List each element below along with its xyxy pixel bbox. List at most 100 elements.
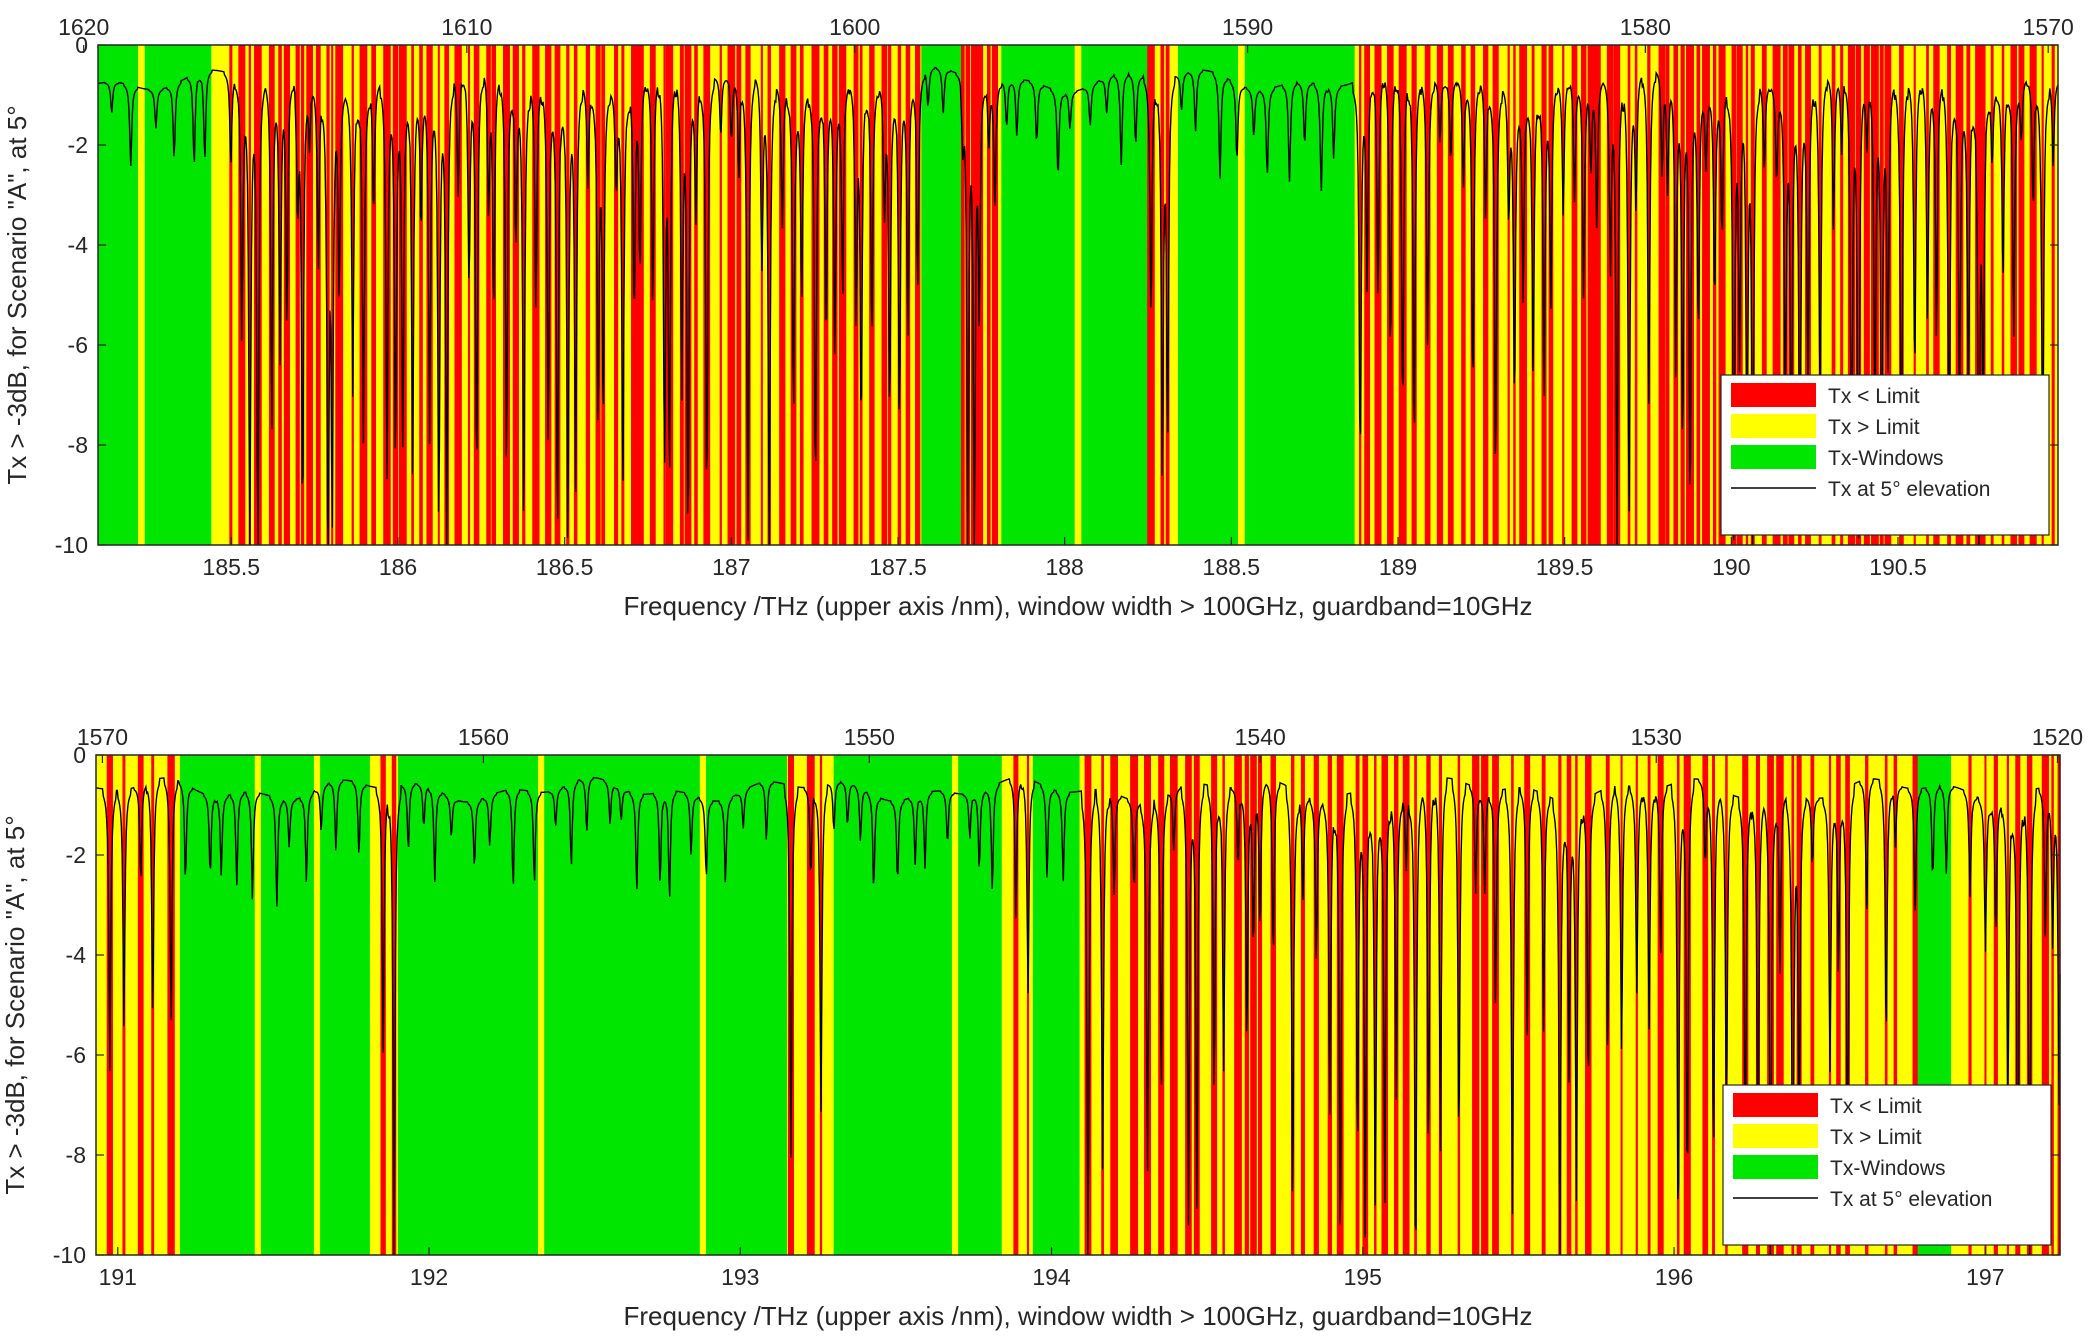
tx-window-band [397, 755, 538, 1255]
y-tick-label: -6 [68, 332, 88, 358]
tx-below-limit-band [1993, 755, 1998, 1255]
tx-below-limit-band [2051, 45, 2055, 545]
tx-below-limit-band [1158, 755, 1165, 1255]
tx-below-limit-band [1731, 45, 1737, 545]
tx-below-limit-band [1635, 755, 1638, 1255]
legend-label: Tx < Limit [1828, 385, 1920, 408]
y-tick-label: -8 [68, 432, 88, 458]
tx-below-limit-band [512, 45, 519, 545]
tx-below-limit-band [1836, 755, 1841, 1255]
tx-window-band [706, 755, 787, 1255]
tx-window-band [1178, 45, 1238, 545]
legend-label: Tx < Limit [1830, 1095, 1922, 1118]
top-tick-label: 1540 [1235, 724, 1286, 750]
tx-below-limit-band [300, 45, 305, 545]
y-tick-label: 0 [75, 32, 88, 58]
tx-below-limit-band [736, 45, 742, 545]
tx-below-limit-band [838, 45, 847, 545]
tx-below-limit-band [1767, 755, 1774, 1255]
tx-window-band [833, 755, 952, 1255]
tx-below-limit-band [1745, 45, 1749, 545]
tx-below-limit-band [1847, 45, 1856, 545]
tx-below-limit-band [1511, 755, 1514, 1255]
tx-below-limit-band [1585, 755, 1592, 1255]
tx-below-limit-band [1879, 45, 1884, 545]
tx-below-limit-band [1627, 45, 1631, 545]
top-tick-label: 1560 [458, 724, 509, 750]
tx-below-limit-band [1492, 755, 1499, 1255]
axes-frame [97, 44, 2059, 546]
tx-below-limit-band [1665, 45, 1670, 545]
tx-below-limit-band [1761, 45, 1767, 545]
tx-below-limit-band [554, 45, 561, 545]
tx-below-limit-band [779, 45, 786, 545]
tx-below-limit-band [1101, 755, 1104, 1255]
axes-frame [95, 754, 2061, 1256]
tx-below-limit-band [819, 755, 823, 1255]
tx-below-limit-band [1912, 755, 1918, 1255]
tx-below-limit-band [1165, 45, 1170, 545]
tx-below-limit-band [1840, 45, 1844, 545]
tx-below-limit-band [1955, 45, 1964, 545]
tx-below-limit-band [1300, 755, 1305, 1255]
tx-below-limit-band [1810, 755, 1815, 1255]
tx-below-limit-band [1436, 45, 1444, 545]
y-tick-label: -2 [68, 132, 88, 158]
tx-below-limit-band [1863, 45, 1870, 545]
tx-below-limit-band [960, 45, 965, 545]
top-tick-label: 1590 [1222, 14, 1273, 40]
tx-below-limit-band [419, 45, 423, 545]
tx-below-limit-band [1169, 755, 1178, 1255]
legend-label: Tx > Limit [1828, 416, 1920, 439]
tx-below-limit-band [411, 45, 414, 545]
tx-below-limit-band [566, 45, 570, 545]
tx-below-limit-band [268, 45, 275, 545]
tx-below-limit-band [1587, 45, 1595, 545]
tx-below-limit-band [351, 45, 354, 545]
tx-below-limit-band [1676, 755, 1680, 1255]
tx-below-limit-band [1865, 755, 1869, 1255]
top-tick-label: 1550 [844, 724, 895, 750]
tx-below-limit-band [1457, 755, 1461, 1255]
tx-below-limit-band [371, 45, 377, 545]
tx-below-limit-band [383, 45, 391, 545]
y-tick-label: 0 [73, 742, 86, 768]
top-tick-label: 1580 [1620, 14, 1671, 40]
tx-below-limit-band [1374, 755, 1377, 1255]
tx-below-limit-band [2001, 45, 2005, 545]
tx-below-limit-band [888, 45, 892, 545]
tx-below-limit-band [1258, 755, 1263, 1255]
tx-below-limit-band [987, 45, 991, 545]
tx-below-limit-band [1481, 755, 1489, 1255]
tx-below-limit-band [1290, 755, 1295, 1255]
tx-below-limit-band [391, 755, 397, 1255]
x-tick-label: 190.5 [1869, 554, 1927, 580]
legend-label: Tx at 5° elevation [1828, 478, 1990, 501]
legend: Tx < Limit Tx > Limit Tx-Windows Tx at 5° e… [1720, 374, 2050, 536]
tx-below-limit-band [1634, 45, 1638, 545]
y-tick-label: -2 [66, 842, 86, 868]
top-tick-label: 1520 [2032, 724, 2083, 750]
tx-below-limit-band [1411, 45, 1417, 545]
tx-below-limit-band [1686, 45, 1695, 545]
legend-label: Tx at 5° elevation [1830, 1188, 1992, 1211]
top-tick-label: 1610 [441, 14, 492, 40]
top-tick-label: 1570 [77, 724, 128, 750]
tx-below-limit-band [703, 45, 711, 545]
legend-red-swatch [1731, 383, 1816, 407]
transmission-line [95, 776, 2061, 1256]
tx-below-limit-band [1966, 45, 1971, 545]
transmission-line [97, 66, 2059, 546]
tx-below-limit-band [1702, 45, 1710, 545]
x-tick-label: 187.5 [869, 554, 927, 580]
tx-below-limit-band [1084, 755, 1092, 1255]
x-tick-label: 188.5 [1203, 554, 1261, 580]
tx-below-limit-band [636, 45, 644, 545]
tx-below-limit-band [881, 45, 888, 545]
tx-window-band [921, 45, 962, 545]
tx-below-limit-band [1984, 755, 1987, 1255]
tx-below-limit-band [1913, 45, 1916, 545]
tx-below-limit-band [897, 45, 902, 545]
tx-below-limit-band [1483, 45, 1489, 545]
tx-below-limit-band [1712, 45, 1717, 545]
